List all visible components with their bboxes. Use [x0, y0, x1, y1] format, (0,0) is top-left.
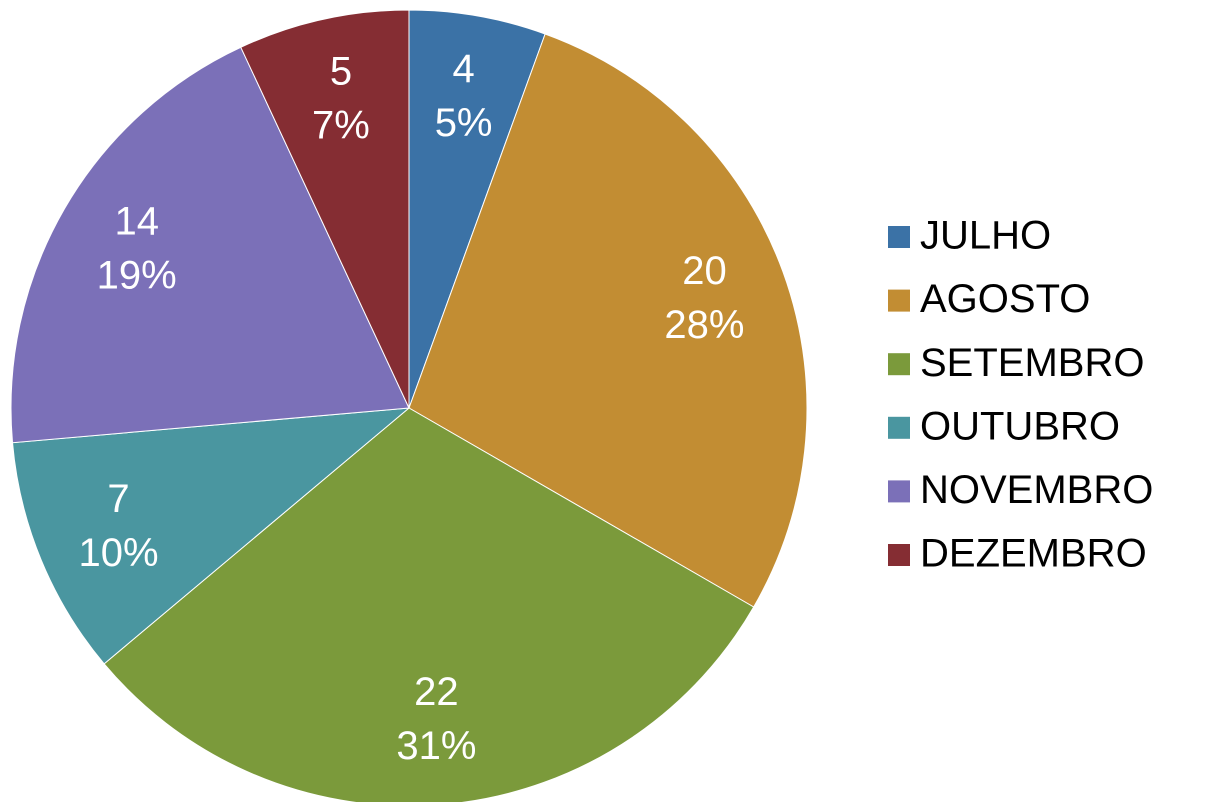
legend-label: DEZEMBRO [920, 532, 1147, 576]
slice-percent-label: 5% [435, 101, 493, 145]
legend-label: AGOSTO [920, 277, 1090, 321]
legend-swatch [888, 353, 910, 376]
slice-percent-label: 10% [78, 531, 158, 575]
legend-swatch [888, 480, 910, 503]
slice-value-label: 5 [330, 50, 352, 94]
legend-swatch [888, 226, 910, 248]
slice-percent-label: 28% [664, 303, 744, 347]
pie-slice [11, 407, 411, 665]
slice-percent-label: 19% [97, 253, 177, 297]
slice-value-label: 4 [452, 47, 474, 91]
pie-slice [240, 9, 410, 409]
slice-value-label: 22 [414, 670, 459, 714]
legend-label: NOVEMBRO [920, 468, 1153, 512]
slice-percent-label: 7% [312, 104, 370, 148]
legend-swatch [888, 416, 910, 439]
slice-value-label: 14 [114, 199, 159, 243]
pie-slice [10, 46, 410, 444]
pie-slice [408, 33, 808, 608]
legend-label: OUTUBRO [920, 404, 1120, 448]
legend-swatch [888, 289, 910, 312]
pie-slice [408, 9, 546, 409]
legend-label: SETEMBRO [920, 341, 1144, 385]
slice-value-label: 20 [682, 249, 727, 293]
slice-percent-label: 31% [396, 724, 476, 768]
slice-value-label: 7 [107, 477, 129, 521]
legend-label: JULHO [920, 214, 1051, 258]
legend-swatch [888, 544, 910, 566]
pie-slice [103, 407, 755, 802]
